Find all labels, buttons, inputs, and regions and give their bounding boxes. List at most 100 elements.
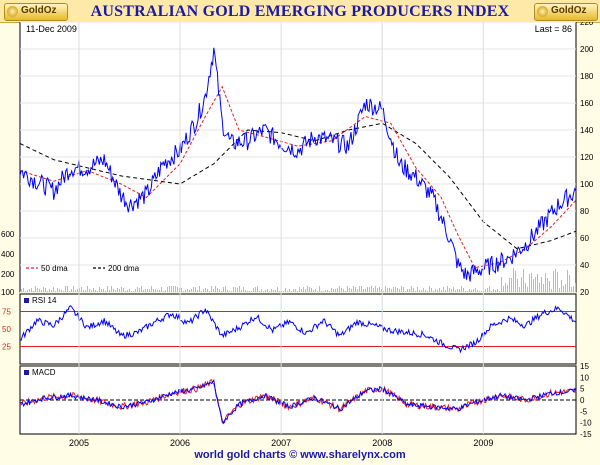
volume-bar [69,291,70,292]
volume-bar [201,291,202,292]
volume-bar [221,291,222,292]
volume-bar [361,286,362,292]
price-tick-label: 120 [580,153,594,162]
volume-bar [533,279,534,292]
volume-bar [305,289,306,292]
volume-bar [195,287,196,292]
volume-bar [125,291,126,292]
volume-bar [379,287,380,292]
x-tick-label: 2006 [170,438,190,448]
volume-bar [99,287,100,292]
volume-bar [135,289,136,292]
volume-bar [225,286,226,292]
volume-bar [521,277,522,292]
volume-bar [289,289,290,292]
volume-bar [511,278,512,292]
volume-bar [407,289,408,292]
volume-bar [79,288,80,292]
volume-bar [237,288,238,292]
volume-bar [283,291,284,292]
volume-bar [479,291,480,292]
volume-bar [209,291,210,292]
volume-bar [257,286,258,292]
legend: 50 dma 200 dma [26,264,140,273]
volume-bar [45,288,46,292]
volume-bar [37,288,38,292]
volume-bar [453,287,454,292]
volume-bar [73,286,74,292]
volume-bar [369,287,370,292]
volume-bar [391,289,392,292]
volume-bar [401,286,402,292]
volume-bar [205,288,206,292]
volume-bar [439,288,440,292]
volume-bar [291,291,292,292]
volume-bar [373,288,374,292]
volume-bar [385,286,386,292]
volume-bar [505,283,506,292]
macd-tick-label: 5 [580,385,585,394]
volume-bar [75,290,76,292]
volume-tick-label: 600 [1,230,15,239]
volume-bar [421,290,422,292]
volume-bar [21,289,22,292]
volume-bar [117,288,118,292]
volume-bar [393,287,394,292]
goldoz-logo-left: GoldOz [4,3,68,21]
volume-bar [259,291,260,292]
volume-bar [279,291,280,292]
volume-bar [333,289,334,292]
volume-bar [93,288,94,292]
title-bar: GoldOz AUSTRALIAN GOLD EMERGING PRODUCER… [0,0,600,23]
volume-bar [49,289,50,292]
volume-bar [85,290,86,292]
volume-bar [35,286,36,292]
last-value-label: Last = 86 [535,24,572,34]
volume-bar [501,277,502,292]
volume-bar [345,291,346,292]
volume-bar [441,290,442,292]
macd-tick-label: 0 [580,396,585,405]
volume-bar [229,291,230,292]
volume-bar [455,290,456,292]
gold-coin-icon [537,6,548,17]
volume-axis: 100 200 400 600 [1,230,15,297]
volume-bar [349,288,350,292]
volume-bar [193,287,194,292]
volume-bar [531,273,532,292]
volume-bar [213,289,214,292]
volume-bar [525,283,526,292]
volume-bar [551,289,552,292]
volume-bar [181,288,182,292]
volume-bar [223,287,224,292]
volume-bar [231,291,232,292]
volume-bar [561,280,562,292]
volume-bar [41,290,42,292]
volume-bar [119,289,120,292]
volume-bar [51,290,52,292]
volume-bar [357,289,358,292]
volume-bar [301,289,302,292]
volume-bar [149,289,150,292]
volume-tick-label: 400 [1,250,15,259]
volume-bar [523,269,524,292]
volume-bar [173,286,174,292]
volume-bar [491,291,492,292]
volume-bar [341,288,342,292]
volume-bar [57,288,58,292]
volume-bar [569,275,570,292]
volume-bar [169,286,170,292]
volume-bar [147,289,148,292]
volume-bar [245,290,246,292]
volume-bar [473,289,474,292]
volume-bar [285,288,286,292]
goldoz-logo-right: GoldOz [534,3,598,21]
volume-bar [137,287,138,292]
volume-bar [163,291,164,292]
volume-bar [227,290,228,292]
volume-bar [503,286,504,292]
volume-bar [265,290,266,292]
volume-bar [573,286,574,292]
macd-tick-label: -15 [580,430,592,439]
volume-bar [495,290,496,292]
